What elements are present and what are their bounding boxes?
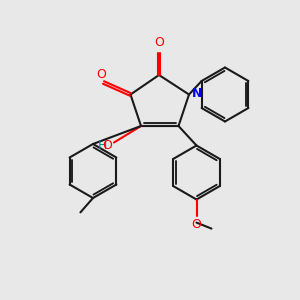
Text: N: N xyxy=(191,86,202,100)
Text: O: O xyxy=(103,139,112,152)
Text: O: O xyxy=(154,36,164,49)
Text: O: O xyxy=(96,68,106,81)
Text: H: H xyxy=(98,139,107,152)
Text: O: O xyxy=(192,218,201,230)
